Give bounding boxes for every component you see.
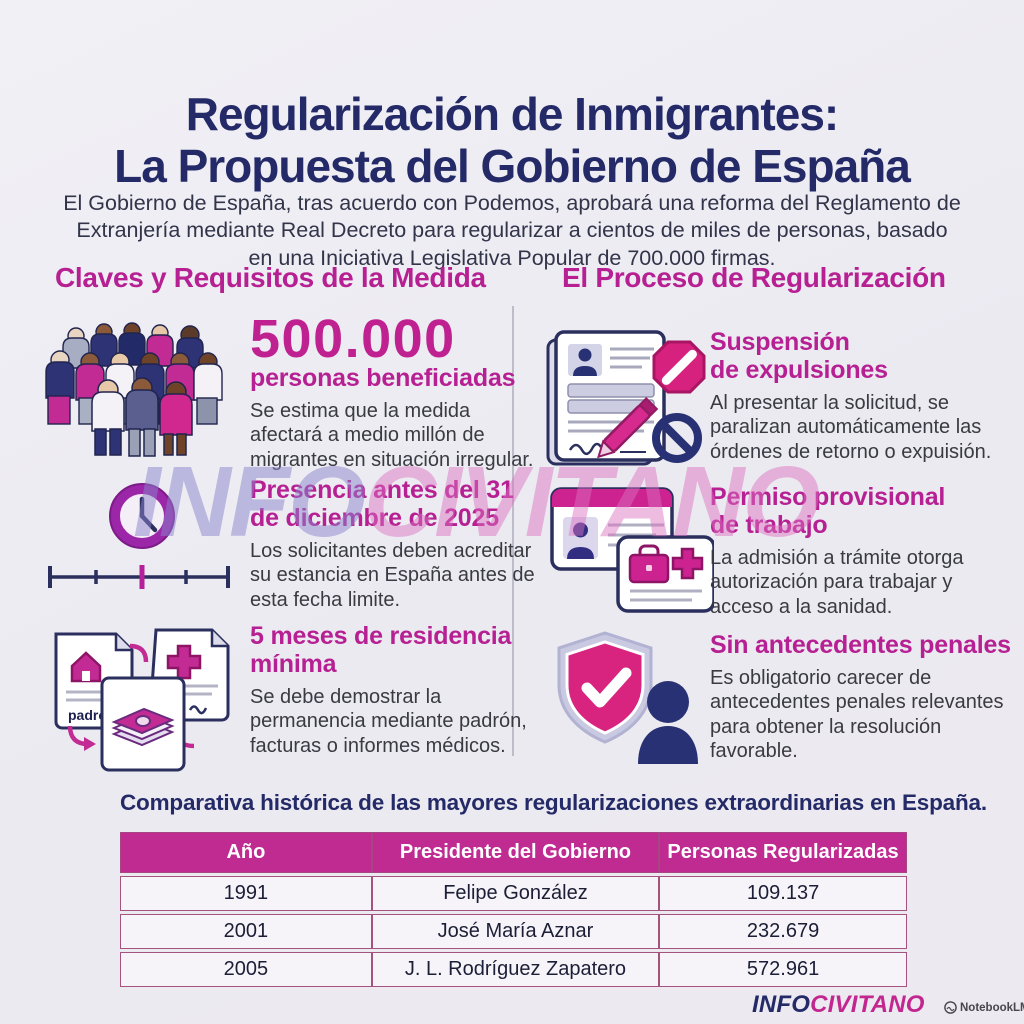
col-header-year: Año (120, 832, 372, 873)
table-title: Comparativa histórica de las mayores reg… (120, 790, 987, 815)
deadline-title-line-1: Presencia antes del 31 (250, 476, 514, 504)
table-row: 2005 J. L. Rodríguez Zapatero 572.961 (120, 952, 907, 987)
left-section-heading: Claves y Requisitos de la Medida (55, 262, 486, 293)
notebooklm-icon (944, 1001, 957, 1014)
cell-president: J. L. Rodríguez Zapatero (371, 952, 660, 987)
brand-secondary: CIVITANO (810, 991, 925, 1018)
crowd-icon (42, 312, 238, 463)
beneficiaries-body: Se estima que la medida afectará a medio… (250, 400, 534, 471)
page-title: Regularización de Inmigrantes: La Propue… (0, 87, 1024, 193)
beneficiaries-title: personas beneficiadas (250, 364, 516, 392)
shield-check-icon (542, 625, 714, 770)
brand-primary: INFO (752, 991, 811, 1018)
suspension-title-line-1: Suspensión (710, 328, 850, 356)
no-record-title: Sin antecedentes penales (710, 631, 1011, 659)
page-title-line-1: Regularización de Inmigrantes: (185, 87, 839, 140)
table-row: 1991 Felipe González 109.137 (120, 876, 907, 911)
attribution-label: NotebookLM (960, 1001, 1024, 1014)
residence-title-line-2: mínima (250, 650, 337, 678)
cell-year: 2005 (120, 952, 372, 987)
cell-president: José María Aznar (371, 914, 660, 949)
historical-comparison-table: Año Presidente del Gobierno Personas Reg… (120, 829, 907, 990)
page-title-line-2: La Propuesta del Gobierno de España (114, 139, 911, 192)
clock-timeline-icon (42, 478, 238, 605)
feature-no-criminal-record: Sin antecedentes penales Es obligatorio … (542, 625, 1012, 770)
deadline-title-line-2: de diciembre de 2025 (250, 504, 499, 532)
brand-logo: INFOCIVITANO (752, 991, 925, 1019)
residence-title-line-1: 5 meses de residencia (250, 622, 512, 650)
cell-year: 1991 (120, 876, 372, 911)
no-record-body: Es obligatorio carecer de antecedentes p… (710, 667, 1004, 763)
table-row: 2001 José María Aznar 232.679 (120, 914, 907, 949)
work-permit-title-line-2: de trabajo (710, 511, 828, 539)
work-permit-title-line-1: Permiso provisional (710, 483, 946, 511)
cell-regularized: 232.679 (659, 914, 907, 949)
cell-regularized: 109.137 (659, 876, 907, 911)
feature-deadline: Presencia antes del 31 de diciembre de 2… (42, 476, 535, 616)
table-header-row: Año Presidente del Gobierno Personas Reg… (120, 832, 907, 873)
suspension-body: Al presentar la solicitud, se paralizan … (710, 392, 992, 463)
residence-documents-icon: padrón (42, 622, 238, 779)
right-section-heading: El Proceso de Regularización (562, 262, 946, 293)
feature-work-permit: Permiso provisional de trabajo La admisi… (542, 477, 1012, 622)
suspension-title-line-2: de expulsiones (710, 356, 888, 384)
work-permit-body: La admisión a trámite otorga autorizació… (710, 547, 964, 618)
residence-body: Se debe demostrar la permanencia mediant… (250, 686, 527, 757)
cell-regularized: 572.961 (659, 952, 907, 987)
feature-suspension: Suspensión de expulsiones Al presentar l… (542, 322, 1012, 467)
col-header-president: Presidente del Gobierno (371, 832, 660, 873)
cell-year: 2001 (120, 914, 372, 949)
col-header-regularized: Personas Regularizadas (659, 832, 907, 873)
cell-president: Felipe González (371, 876, 660, 911)
work-permit-card-icon (542, 477, 716, 624)
attribution: NotebookLM (944, 1001, 1024, 1014)
document-ban-icon (542, 322, 714, 477)
feature-beneficiaries: 500.000 personas beneficiadas Se estima … (42, 312, 533, 471)
feature-residence: padrón (42, 622, 527, 772)
column-divider (512, 306, 514, 756)
deadline-body: Los solicitantes deben acreditar su esta… (250, 540, 535, 611)
beneficiaries-stat: 500.000 (250, 309, 456, 369)
page-subtitle: El Gobierno de España, tras acuerdo con … (63, 190, 961, 271)
